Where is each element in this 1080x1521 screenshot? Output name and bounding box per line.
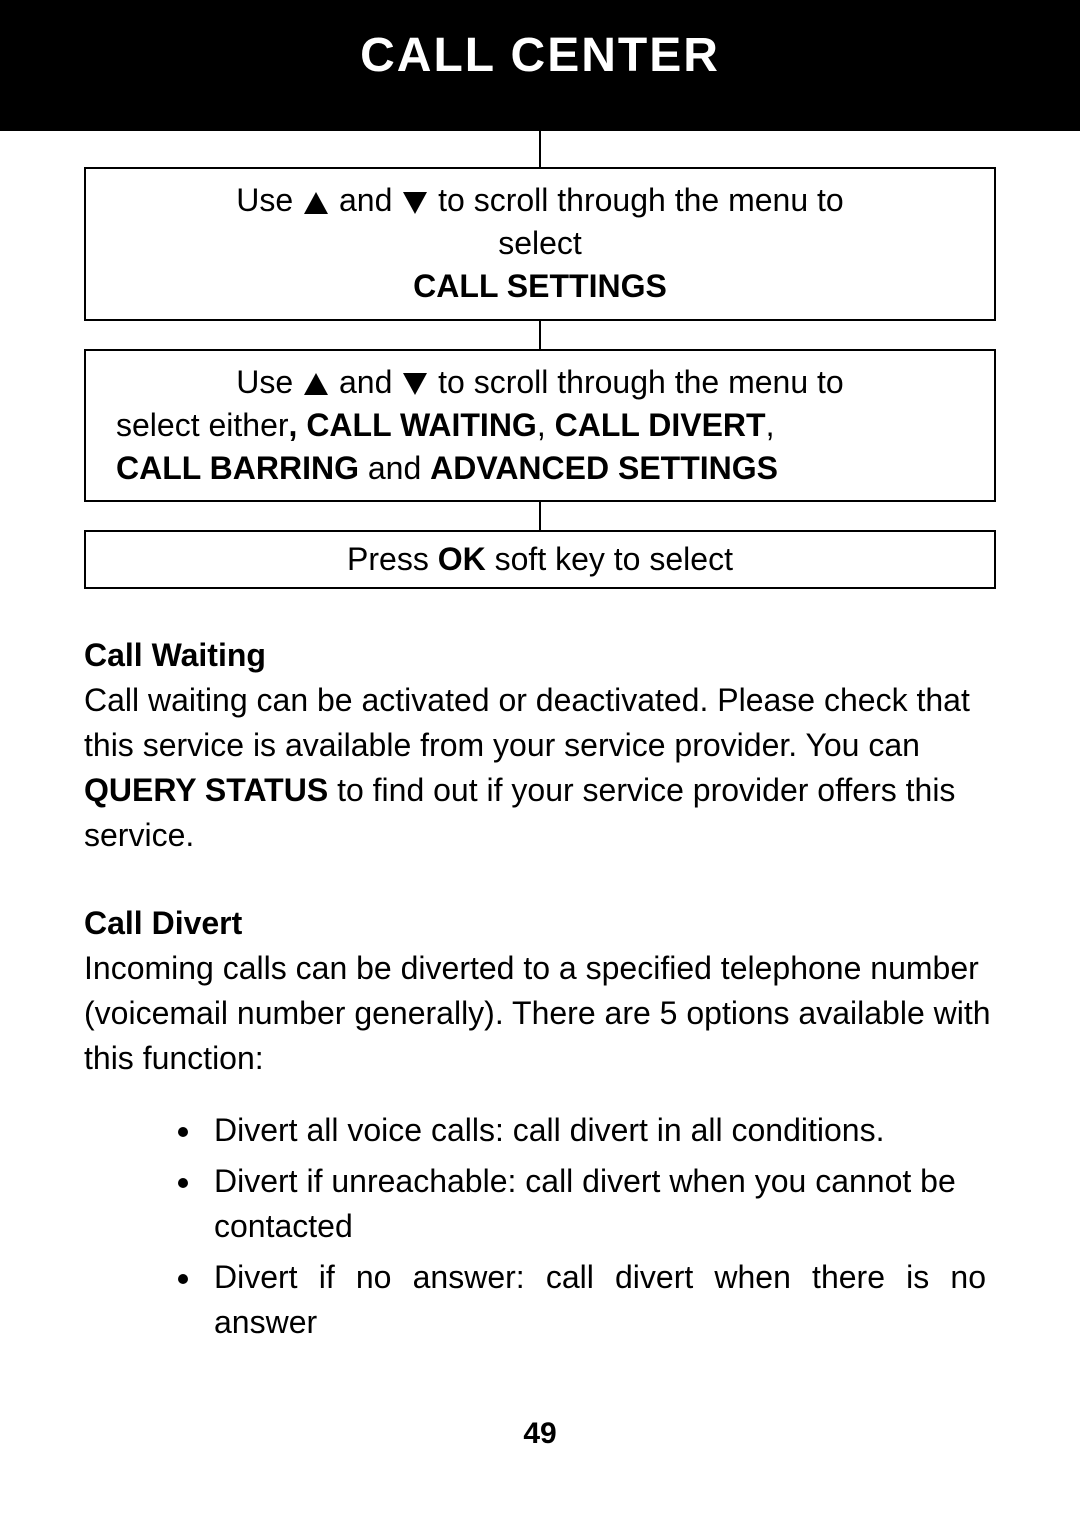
box1-line2: select (106, 222, 974, 265)
flowchart-connector (539, 131, 541, 167)
flow-box-options: Use and to scroll through the menu to se… (84, 349, 996, 503)
box2-text: , (766, 407, 775, 443)
box3-text: soft key to select (486, 541, 733, 577)
flow-box-press-ok: Press OK soft key to select (84, 530, 996, 589)
page-number: 49 (0, 1417, 1080, 1451)
call-divert-body: Incoming calls can be diverted to a spec… (84, 946, 996, 1080)
box1-line3: CALL SETTINGS (106, 265, 974, 308)
section-call-divert: Call Divert Incoming calls can be divert… (84, 901, 996, 1344)
up-arrow-icon (304, 192, 328, 214)
box2-text: and (359, 450, 430, 486)
call-divert-bullets: Divert all voice calls: call divert in a… (84, 1108, 996, 1344)
header-title: CALL CENTER (360, 29, 720, 82)
box2-line3: CALL BARRING and ADVANCED SETTINGS (116, 447, 964, 490)
call-waiting-text: Call waiting can be activated or deactiv… (84, 682, 970, 763)
box2-line2: select either, CALL WAITING, CALL DIVERT… (116, 404, 964, 447)
box2-text: ADVANCED SETTINGS (430, 450, 778, 486)
content-area: Use and to scroll through the menu to se… (0, 131, 1080, 1344)
down-arrow-icon (403, 373, 427, 395)
box2-text: select either (116, 407, 289, 443)
list-item: Divert all voice calls: call divert in a… (204, 1108, 996, 1153)
box2-text: , (537, 407, 555, 443)
page-header: CALL CENTER (0, 0, 1080, 131)
box2-text: to scroll through the menu to (438, 364, 844, 400)
box2-line1: Use and to scroll through the menu to (116, 361, 964, 404)
box2-text: , CALL WAITING (289, 407, 537, 443)
list-item: Divert if no answer: call divert when th… (204, 1255, 996, 1345)
list-item: Divert if unreachable: call divert when … (204, 1159, 996, 1249)
box1-text: and (339, 182, 401, 218)
call-waiting-text: QUERY STATUS (84, 772, 328, 808)
box2-text: CALL DIVERT (555, 407, 766, 443)
flowchart-connector (539, 321, 541, 349)
section-call-waiting: Call Waiting Call waiting can be activat… (84, 633, 996, 857)
flowchart-connector (539, 502, 541, 530)
box1-text: to scroll through the menu to (438, 182, 844, 218)
flow-box-call-settings: Use and to scroll through the menu to se… (84, 167, 996, 321)
box2-text: CALL BARRING (116, 450, 359, 486)
box2-text: and (339, 364, 401, 400)
box1-text: Use (236, 182, 302, 218)
down-arrow-icon (403, 192, 427, 214)
box1-line1: Use and to scroll through the menu to (106, 179, 974, 222)
call-waiting-title: Call Waiting (84, 633, 996, 678)
box2-text: Use (236, 364, 302, 400)
up-arrow-icon (304, 373, 328, 395)
call-waiting-body: Call waiting can be activated or deactiv… (84, 678, 996, 857)
call-divert-title: Call Divert (84, 901, 996, 946)
box3-text: OK (438, 541, 486, 577)
box3-text: Press (347, 541, 438, 577)
